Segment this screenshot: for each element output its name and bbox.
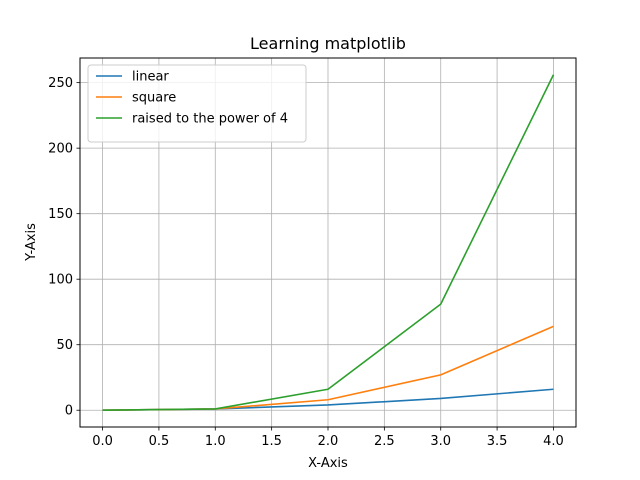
x-axis-label: X-Axis bbox=[308, 456, 348, 471]
y-tick-label: 200 bbox=[48, 142, 73, 157]
y-tick-label: 250 bbox=[48, 76, 73, 91]
y-axis-label: Y-Axis bbox=[24, 223, 39, 262]
x-tick-label: 1.5 bbox=[261, 434, 282, 449]
y-tick-label: 50 bbox=[56, 338, 73, 353]
legend: linear square raised to the power of 4 bbox=[87, 64, 307, 143]
legend-label: raised to the power of 4 bbox=[132, 112, 288, 127]
x-tick-label: 1.0 bbox=[205, 434, 226, 449]
series-lines bbox=[102, 74, 555, 412]
legend-label: square bbox=[132, 91, 176, 106]
x-tick-label: 0.0 bbox=[92, 434, 113, 449]
legend-box bbox=[87, 64, 307, 143]
x-tick-label: 3.0 bbox=[430, 434, 451, 449]
legend-label: linear bbox=[132, 70, 169, 85]
chart-title: Learning matplotlib bbox=[250, 34, 406, 53]
y-tick-label: 0 bbox=[65, 404, 73, 419]
x-tick-label: 3.5 bbox=[487, 434, 508, 449]
axis-ticks: 0.0 0.5 1.0 1.5 2.0 2.5 3.0 3.5 4.0 0 50 100 150 200 2… bbox=[48, 76, 564, 449]
x-tick-label: 2.5 bbox=[374, 434, 395, 449]
y-tick-label: 150 bbox=[48, 207, 73, 222]
x-tick-label: 0.5 bbox=[149, 434, 170, 449]
y-tick-label: 100 bbox=[48, 273, 73, 288]
x-tick-label: 2.0 bbox=[318, 434, 339, 449]
x-tick-label: 4.0 bbox=[543, 434, 564, 449]
